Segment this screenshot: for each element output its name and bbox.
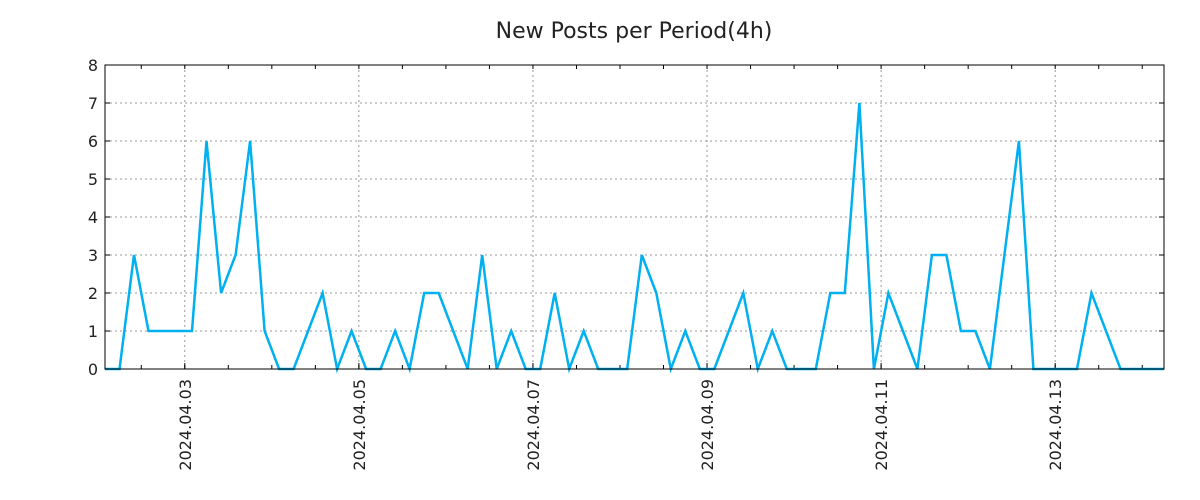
- y-tick-label: 7: [88, 94, 98, 113]
- grid: [105, 65, 1164, 369]
- x-tick-label: 2024.04.07: [524, 379, 543, 471]
- y-tick-label: 1: [88, 322, 98, 341]
- y-axis: 0 1 2 3 4 5 6 7 8: [88, 56, 1164, 379]
- y-tick-label: 0: [88, 360, 98, 379]
- y-tick-label: 6: [88, 132, 98, 151]
- chart-title: New Posts per Period(4h): [496, 19, 773, 44]
- y-tick-label: 4: [88, 208, 98, 227]
- x-tick-label: 2024.04.05: [350, 379, 369, 471]
- series-layer: [104, 102, 1165, 374]
- y-tick-label: 2: [88, 284, 98, 303]
- y-tick-label: 3: [88, 246, 98, 265]
- y-tick-label: 8: [88, 56, 98, 75]
- plot-frame: [104, 64, 1165, 370]
- y-tick-label: 5: [88, 170, 98, 189]
- series-line-new-posts: [105, 102, 1164, 374]
- x-axis: 2024.04.03 2024.04.05 2024.04.07 2024.04.09…: [140, 65, 1143, 471]
- x-tick-label: 2024.04.11: [872, 379, 891, 471]
- x-tick-label: 2024.04.03: [176, 379, 195, 471]
- x-tick-label: 2024.04.09: [698, 379, 717, 471]
- x-tick-label: 2024.04.13: [1046, 379, 1065, 471]
